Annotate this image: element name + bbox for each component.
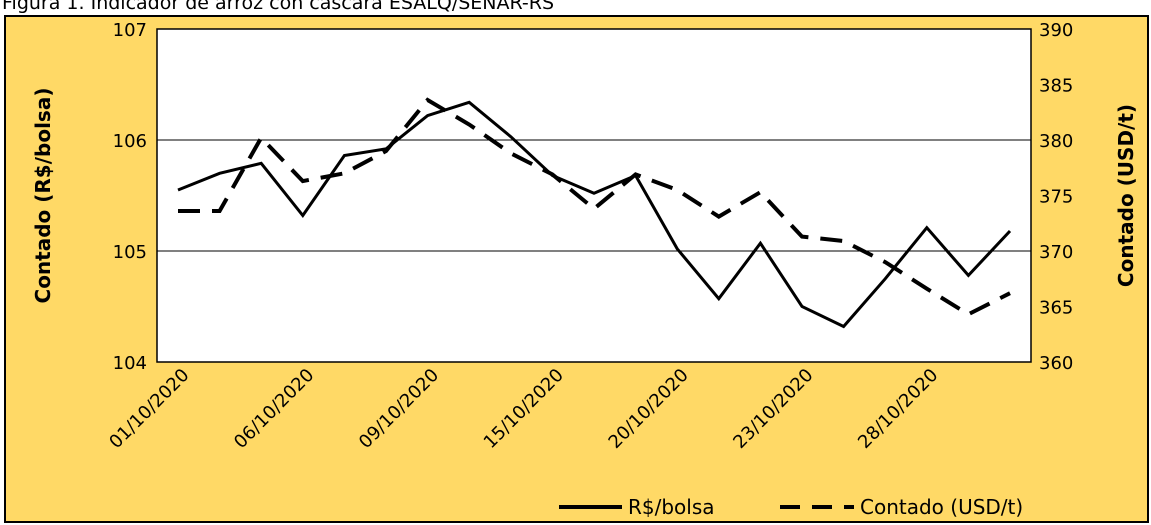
y-tick-label-left: 104	[113, 353, 147, 374]
x-tick-label: 09/10/2020	[355, 365, 443, 453]
right-axis-ticks: 360 365 370 375 380 385 390	[1039, 20, 1073, 374]
grid-lines-layer	[157, 139, 1031, 252]
figure-title: Figura 1. Indicador de arroz con cáscara…	[2, 0, 555, 14]
chart-container: 104 105 106 107 360 365 370 375 380 385 390 01/10…	[4, 15, 1149, 523]
y-tick-label-right: 365	[1039, 298, 1073, 319]
legend: R$/bolsa Contado (USD/t)	[559, 495, 1023, 519]
series-line-contado-usd	[178, 97, 1011, 317]
y-tick-label-left: 107	[113, 20, 147, 41]
legend-label-contado-usd: Contado (USD/t)	[860, 495, 1023, 519]
x-tick-label: 28/10/2020	[854, 365, 942, 453]
left-axis-ticks: 104 105 106 107	[113, 20, 147, 374]
y-tick-label-right: 360	[1039, 353, 1073, 374]
legend-label-r-bolsa: R$/bolsa	[628, 495, 715, 519]
y-tick-label-right: 370	[1039, 242, 1073, 263]
x-tick-label: 15/10/2020	[480, 365, 568, 453]
plot-area	[156, 28, 1032, 363]
y-tick-label-left: 106	[113, 131, 147, 152]
y-tick-label-right: 380	[1039, 131, 1073, 152]
y-tick-label-right: 375	[1039, 187, 1073, 208]
x-tick-label: 01/10/2020	[105, 365, 193, 453]
chart-svg: 104 105 106 107 360 365 370 375 380 385 390 01/10…	[31, 20, 1138, 519]
y-axis-label-right: Contado (USD/t)	[1114, 104, 1138, 287]
y-tick-label-left: 105	[113, 242, 147, 263]
y-tick-label-right: 390	[1039, 20, 1073, 41]
x-tick-label: 20/10/2020	[605, 365, 693, 453]
y-tick-label-right: 385	[1039, 76, 1073, 97]
series-layer	[177, 97, 1012, 329]
x-tick-label: 06/10/2020	[230, 365, 318, 453]
x-axis-ticks: 01/10/2020 06/10/2020 09/10/2020 15/10/2020…	[105, 365, 942, 453]
y-axis-label-left: Contado (R$/bolsa)	[31, 88, 55, 304]
x-tick-label: 23/10/2020	[729, 365, 817, 453]
series-line-r-bolsa	[177, 100, 1012, 329]
